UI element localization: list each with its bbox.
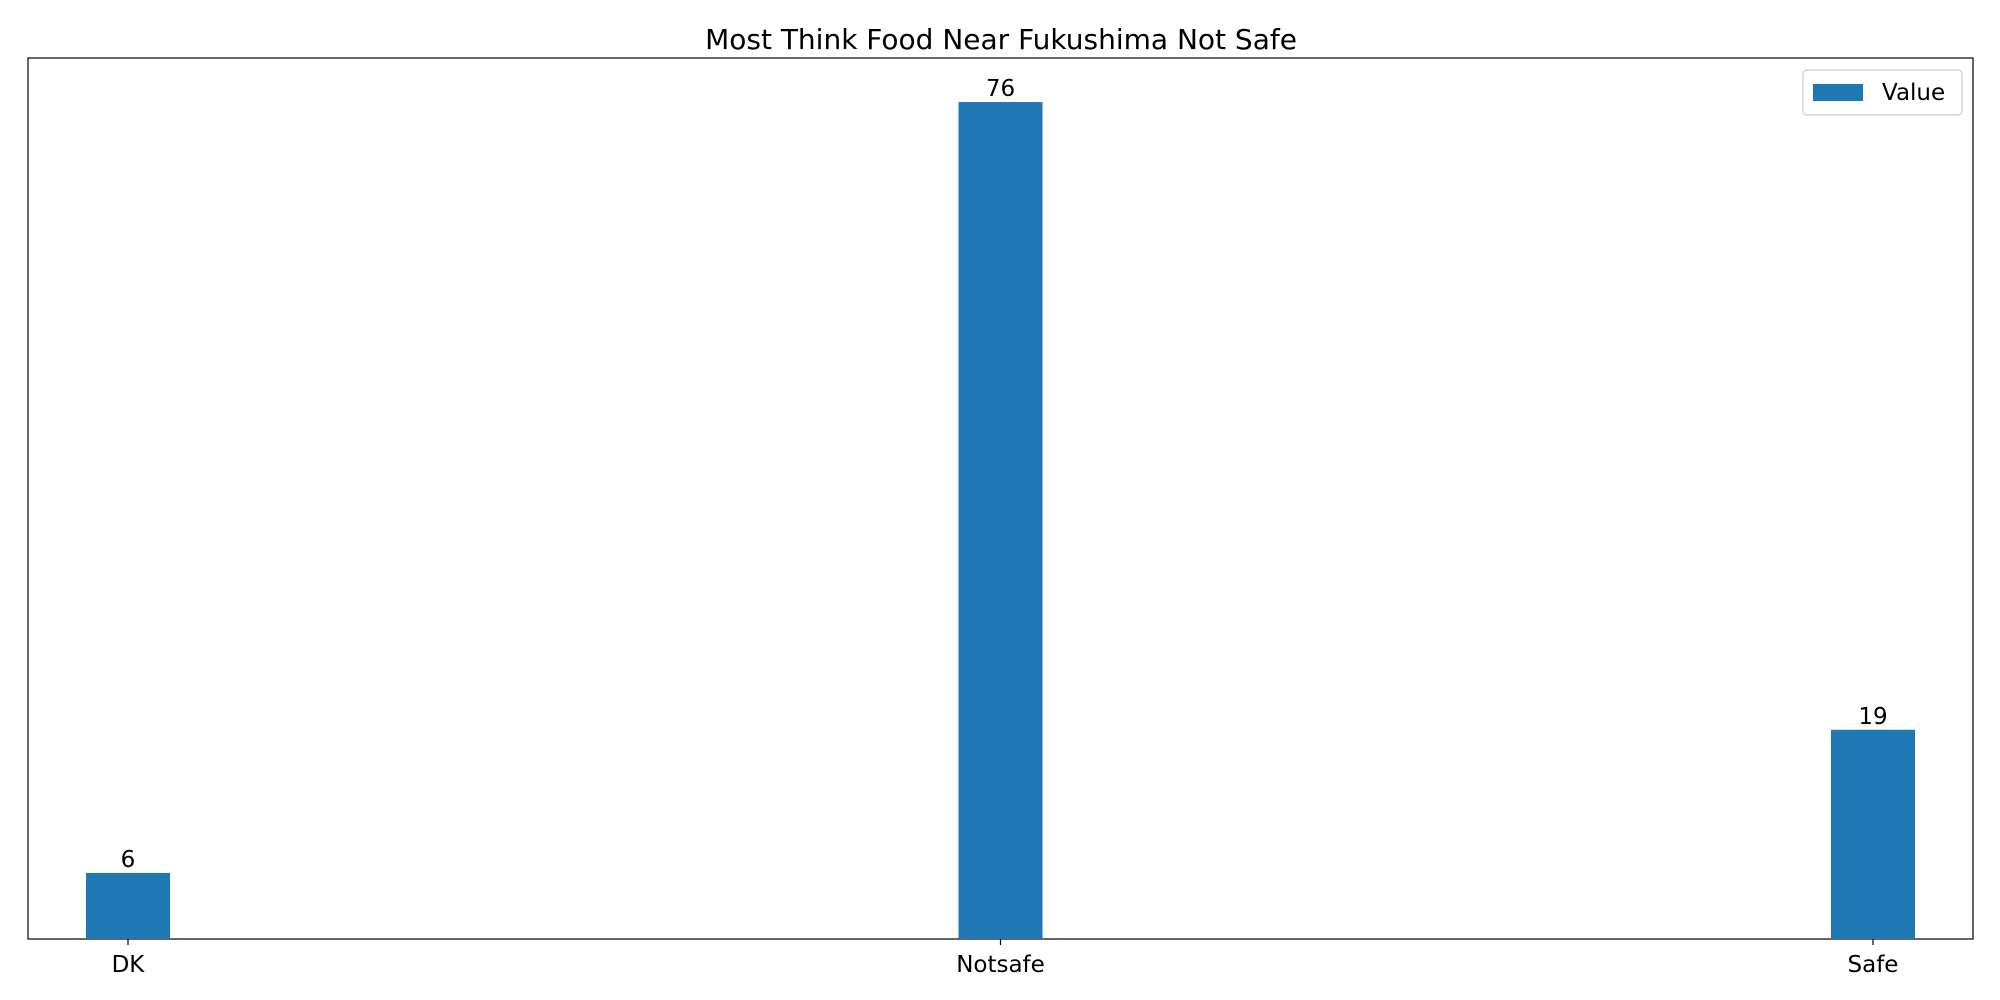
data-label-notsafe: 76: [986, 76, 1015, 102]
legend-swatch: [1813, 84, 1863, 101]
data-labels-group: 6 76 19: [121, 76, 1888, 873]
legend: Value: [1802, 69, 1963, 116]
legend-label: Value: [1882, 80, 1945, 106]
x-tick-label-notsafe: Notsafe: [956, 952, 1045, 978]
x-axis-ticks: DK Notsafe Safe: [112, 939, 1899, 978]
bar-safe: [1831, 729, 1915, 939]
bar-dk: [86, 872, 170, 939]
x-tick-label-safe: Safe: [1848, 952, 1899, 978]
chart-title: Most Think Food Near Fukushima Not Safe: [705, 23, 1297, 56]
bars-group: [86, 102, 1915, 940]
data-label-safe: 19: [1858, 704, 1887, 730]
data-label-dk: 6: [121, 847, 136, 873]
x-tick-label-dk: DK: [112, 952, 146, 978]
bar-notsafe: [958, 102, 1043, 940]
legend-box: [1802, 69, 1963, 116]
